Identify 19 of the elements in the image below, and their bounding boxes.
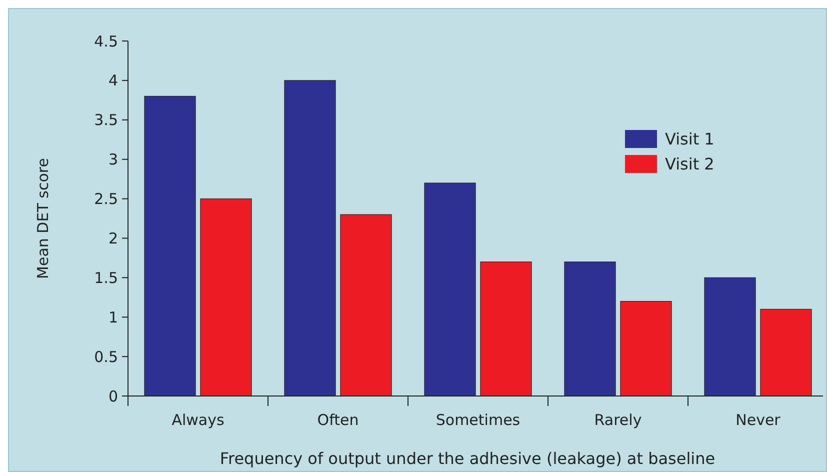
y-tick-label: 0: [108, 387, 118, 406]
y-tick-label: 4.5: [94, 32, 118, 50]
y-tick-label: 2.5: [94, 190, 118, 208]
y-tick-label: 1: [108, 308, 118, 326]
y-tick-label: 0.5: [94, 348, 118, 366]
y-tick-label: 4: [108, 72, 118, 90]
x-tick-label: Rarely: [594, 411, 642, 429]
y-tick-label: 3: [108, 150, 118, 169]
y-axis-title: Mean DET score: [34, 158, 52, 279]
x-tick-label: Often: [317, 411, 359, 429]
legend-label: Visit 2: [665, 154, 714, 174]
x-tick-label: Always: [172, 411, 224, 429]
y-tick-label: 3.5: [94, 111, 118, 130]
y-tick-label: 2: [108, 229, 118, 248]
y-tick-label: 1.5: [94, 268, 118, 287]
x-tick-label: Sometimes: [436, 411, 520, 429]
legend-label: Visit 1: [665, 130, 714, 149]
x-axis-title: Frequency of output under the adhesive (leakage) at baseline: [220, 449, 716, 468]
x-tick-label: Never: [736, 411, 782, 429]
